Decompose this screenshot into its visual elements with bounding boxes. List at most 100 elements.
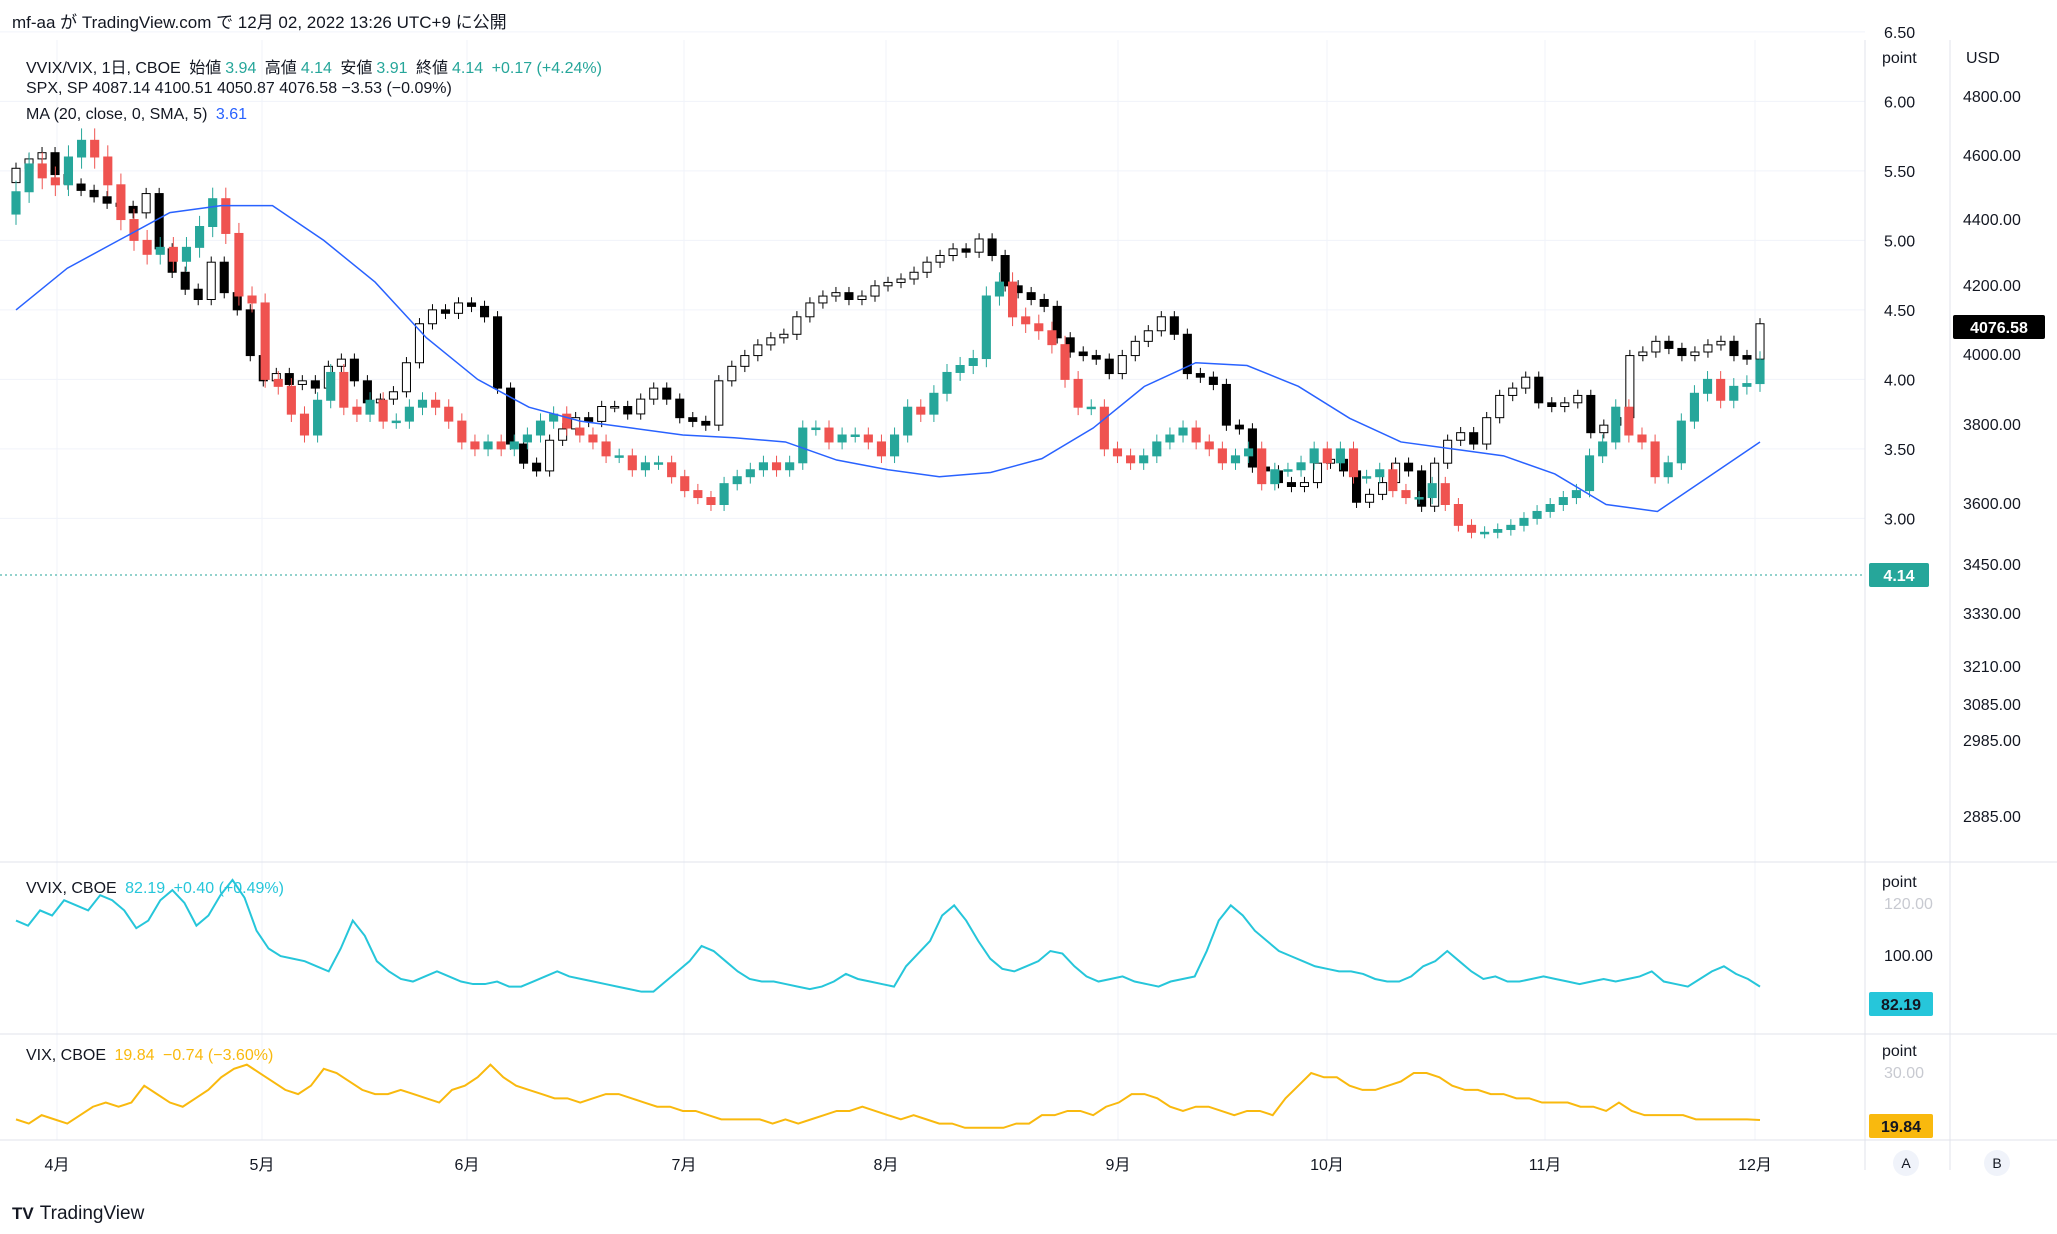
ratio-tick: 3.50 — [1884, 442, 1915, 459]
vix-tick-partial: 30.00 — [1884, 1065, 1924, 1082]
ratio-candle — [680, 476, 690, 492]
ratio-candle — [706, 497, 716, 505]
spx-candle — [1143, 330, 1153, 342]
tradingview-footer[interactable]: TV TradingView — [12, 1203, 144, 1225]
vvix-polyline — [15, 878, 1761, 993]
spx-candle — [1716, 340, 1726, 346]
ratio-candle — [168, 246, 178, 262]
spx-candle — [805, 302, 815, 318]
legend-ratio-symbol: VVIX/VIX, 1日, CBOE — [26, 60, 181, 77]
ratio-candle — [1008, 281, 1018, 318]
ratio-candle — [313, 399, 323, 436]
spx-candle — [883, 281, 893, 287]
spx-candle — [1169, 316, 1179, 335]
spx-candle — [284, 373, 294, 385]
spx-candle — [1742, 355, 1752, 360]
spx-candle — [1078, 351, 1088, 357]
b-scale-button[interactable]: B — [1984, 1150, 2010, 1176]
ratio-candle — [758, 462, 768, 471]
vvix-change: +0.40 (+0.49%) — [173, 880, 284, 897]
ratio-candle — [785, 462, 795, 471]
ratio-candle — [273, 378, 283, 387]
ratio-candle — [404, 406, 414, 422]
spx-candle — [1495, 394, 1505, 419]
ratio-candle — [968, 358, 978, 366]
month-label: 6月 — [455, 1157, 480, 1174]
spx-candle — [1560, 402, 1570, 408]
spx-candle — [1312, 462, 1323, 484]
spx-candle — [1417, 470, 1427, 507]
ratio-candle — [299, 413, 310, 436]
month-label: 8月 — [874, 1157, 899, 1174]
usd-axis-title: USD — [1966, 50, 2000, 67]
spx-candle — [740, 355, 750, 367]
ratio-candle — [1440, 483, 1450, 505]
spx-candles — [11, 147, 1765, 512]
ratio-candle — [483, 441, 493, 450]
ratio-candle — [37, 163, 47, 179]
spx-candle — [1586, 394, 1596, 434]
spx-candle — [870, 285, 880, 297]
spx-candle — [206, 261, 216, 301]
point-axis-title: point — [1882, 50, 1917, 67]
spx-candle — [1182, 333, 1192, 375]
ratio-candle — [496, 441, 506, 450]
ratio-candle — [365, 399, 375, 415]
vvix-line — [15, 878, 1761, 993]
ratio-candle — [1060, 344, 1070, 380]
vix-label: VIX, CBOE — [26, 1047, 107, 1064]
spx-candle — [89, 189, 99, 198]
spx-candle — [857, 295, 867, 301]
ratio-candle — [1742, 383, 1752, 387]
spx-candle — [466, 302, 477, 307]
legend-vvix[interactable]: VVIX, CBOE 82.19 +0.40 (+0.49%) — [26, 880, 288, 898]
spx-candle — [584, 417, 594, 422]
legend-ratio[interactable]: VVIX/VIX, 1日, CBOE 始値 3.94 高値 4.14 安値 3.91 … — [26, 54, 606, 78]
spx-candle — [1286, 482, 1296, 487]
legend-vix[interactable]: VIX, CBOE 19.84 −0.74 (−3.60%) — [26, 1047, 277, 1065]
ratio-candle — [1702, 378, 1713, 394]
vix-last-price: 19.84 — [1881, 1119, 1921, 1136]
legend-ma[interactable]: MA (20, close, 0, SMA, 5) 3.61 — [26, 106, 251, 124]
usd-tick: 4200.00 — [1963, 278, 2021, 295]
spx-candle — [1469, 432, 1479, 445]
tradingview-brand: TradingView — [39, 1203, 145, 1224]
close-label: 終値 — [416, 60, 449, 77]
spx-candle — [180, 271, 190, 290]
ratio-candle — [90, 139, 100, 158]
legend-spx[interactable]: SPX, SP 4087.14 4100.51 4050.87 4076.58 … — [26, 80, 452, 97]
spx-candle — [1117, 355, 1127, 375]
auto-scale-button[interactable]: A — [1893, 1150, 1919, 1176]
vix-polyline — [15, 1063, 1761, 1129]
ratio-candle — [247, 295, 257, 304]
usd-tick: 2985.00 — [1963, 733, 2021, 750]
vvix-last-price: 82.19 — [1881, 997, 1921, 1014]
vvix-tick-partial: 120.00 — [1884, 896, 1933, 913]
ratio-candle — [1126, 455, 1136, 464]
ratio-candle — [260, 302, 270, 380]
ratio-candle — [339, 371, 349, 408]
ratio-candle — [1099, 406, 1109, 450]
ratio-candle — [1191, 427, 1201, 443]
ratio-candle — [1296, 462, 1306, 471]
vvix-tick: 100.00 — [1884, 948, 1933, 965]
month-label: 11月 — [1529, 1157, 1562, 1174]
ratio-tick: 4.50 — [1884, 303, 1915, 320]
ratio-candle — [1388, 469, 1398, 492]
spx-candle — [11, 167, 21, 184]
ratio-candle — [103, 156, 113, 186]
ratio-candle — [929, 392, 939, 415]
spx-candle — [1404, 462, 1414, 472]
ratio-candle — [1348, 448, 1359, 478]
ratio-candle — [562, 413, 572, 429]
ratio-candle — [1493, 529, 1503, 533]
spx-candle — [662, 387, 672, 400]
spx-candle — [688, 417, 698, 422]
ratio-candle — [732, 476, 742, 485]
spx-candle — [1026, 292, 1036, 301]
spx-candle — [414, 323, 424, 364]
ratio-candle — [889, 434, 900, 457]
ratio-candle — [850, 434, 860, 437]
ratio-candle — [1152, 441, 1162, 457]
ratio-candle — [863, 434, 873, 443]
